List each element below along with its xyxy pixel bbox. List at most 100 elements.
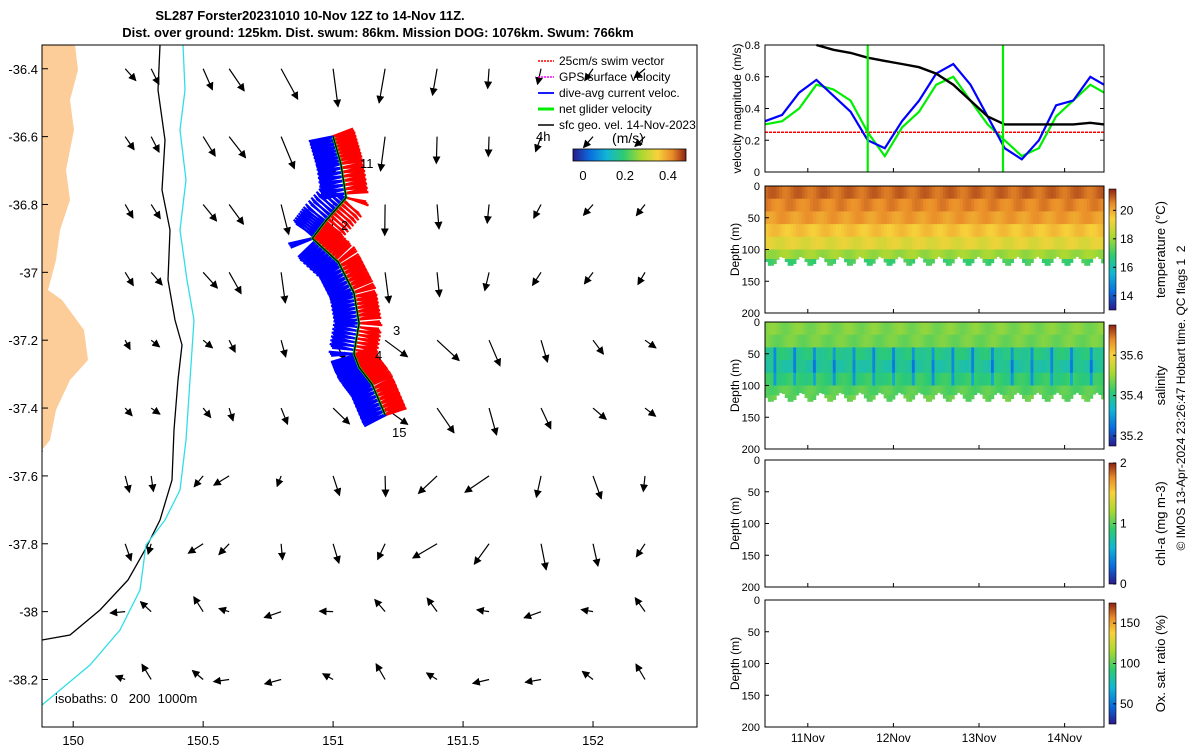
heatmap-cell	[1016, 249, 1020, 257]
heatmap-cell	[892, 249, 896, 260]
heatmap-cell	[911, 395, 916, 400]
heatmap-cell	[852, 236, 856, 250]
heatmap-cell	[1095, 186, 1099, 200]
heatmap-cell	[798, 249, 803, 257]
heatmap-cell	[796, 360, 800, 374]
geo-velocity-arrow	[280, 136, 296, 170]
heatmap-cell	[1070, 198, 1074, 212]
heatmap-cell	[832, 347, 837, 361]
heatmap-cell	[798, 211, 803, 225]
heatmap-cell	[832, 395, 837, 400]
heatmap-cell	[920, 211, 924, 225]
heatmap-cell	[897, 198, 901, 212]
heatmap-cell	[1072, 236, 1077, 250]
heatmap-cell	[827, 236, 831, 250]
heatmap-cell	[829, 372, 834, 386]
swim-vector	[341, 160, 364, 165]
heatmap-cell	[1022, 249, 1026, 260]
geo-velocity-arrow	[381, 475, 390, 498]
heatmap-cell	[900, 198, 904, 212]
heatmap-cell	[1101, 322, 1105, 336]
heatmap-cell	[1055, 224, 1060, 238]
heatmap-cell	[824, 224, 828, 238]
heatmap-cell	[917, 385, 921, 393]
heatmap-cell	[835, 395, 839, 396]
heatmap-cell	[1055, 322, 1060, 336]
heatmap-cell	[852, 334, 856, 348]
heatmap-cell	[900, 385, 904, 395]
heatmap-cell	[1016, 198, 1020, 212]
heatmap-cell	[917, 236, 921, 250]
heatmap-cell	[770, 249, 774, 260]
velocity-ytick-label: 0.4	[745, 104, 760, 116]
heatmap-cell	[866, 198, 870, 212]
heatmap-cell	[815, 334, 820, 348]
heatmap-cell	[892, 347, 896, 361]
heatmap-cell	[1067, 334, 1071, 348]
heatmap-cell	[765, 186, 769, 200]
heatmap-cell	[858, 385, 862, 393]
heatmap-cell	[894, 224, 899, 238]
heatmap-cell	[959, 186, 964, 200]
heatmap-cell	[846, 360, 851, 374]
heatmap-cell	[937, 186, 941, 200]
velocity-series-line	[764, 75, 1105, 159]
heatmap-cell	[807, 322, 811, 336]
speed-colorbar-tick-0: 0	[579, 168, 586, 183]
heatmap-cell	[1053, 198, 1057, 212]
heatmap-cell	[1064, 236, 1068, 250]
time-tick-label: 13Nov	[962, 731, 997, 745]
geo-velocity-arrow	[635, 543, 646, 558]
geo-velocity-arrow	[377, 543, 386, 561]
heatmap-cell	[968, 360, 972, 374]
heatmap-cell	[1033, 372, 1037, 386]
geo-velocity-arrow	[533, 204, 542, 220]
heatmap-cell	[974, 211, 978, 225]
current-vector	[315, 197, 335, 214]
heatmap-cell	[849, 259, 853, 266]
geo-velocity-arrow	[376, 68, 386, 104]
heatmap-cell	[810, 347, 814, 361]
heatmap-cell	[988, 198, 992, 212]
heatmap-cell	[861, 211, 865, 225]
heatmap-cell	[1089, 249, 1094, 260]
heatmap-cell	[1027, 385, 1031, 396]
heatmap-cell	[1027, 395, 1031, 402]
heatmap-cell	[824, 198, 828, 212]
heatmap-cell	[886, 395, 890, 402]
heatmap-cell	[779, 372, 783, 386]
colorbar-tick-label: 18	[1120, 232, 1134, 246]
heatmap-cell	[942, 259, 947, 263]
heatmap-cell	[1081, 249, 1085, 260]
depth-ytick-label: 200	[742, 444, 760, 456]
heatmap-cell	[945, 322, 950, 336]
heatmap-cell	[1084, 347, 1088, 361]
heatmap-cell	[1084, 395, 1088, 402]
heatmap-cell	[869, 347, 873, 361]
heatmap-cell	[1095, 211, 1099, 225]
heatmap-cell	[1022, 372, 1026, 386]
heatmap-cell	[1087, 259, 1091, 266]
heatmap-cell	[796, 322, 800, 336]
heatmap-cell	[1064, 249, 1068, 260]
heatmap-cell	[1064, 360, 1068, 374]
colorbar-tick-label: 35.4	[1120, 389, 1144, 403]
heatmap-cell	[861, 360, 865, 374]
heatmap-cell	[815, 360, 820, 374]
heatmap-cell	[1047, 395, 1051, 402]
heatmap-cell	[1095, 385, 1099, 393]
heatmap-cell	[965, 186, 969, 200]
heatmap-cell	[965, 372, 969, 386]
geo-velocity-arrow	[124, 272, 134, 287]
heatmap-cell	[827, 372, 831, 386]
heatmap-cell	[991, 211, 995, 225]
heatmap-cell	[903, 186, 907, 200]
heatmap-cell	[954, 385, 958, 396]
heatmap-cell	[784, 347, 788, 361]
heatmap-cell	[1089, 198, 1094, 212]
heatmap-cell	[934, 224, 938, 238]
heatmap-cell	[996, 360, 1000, 374]
heatmap-cell	[928, 211, 933, 225]
heatmap-cell	[985, 322, 989, 336]
heatmap-cell	[959, 236, 964, 250]
